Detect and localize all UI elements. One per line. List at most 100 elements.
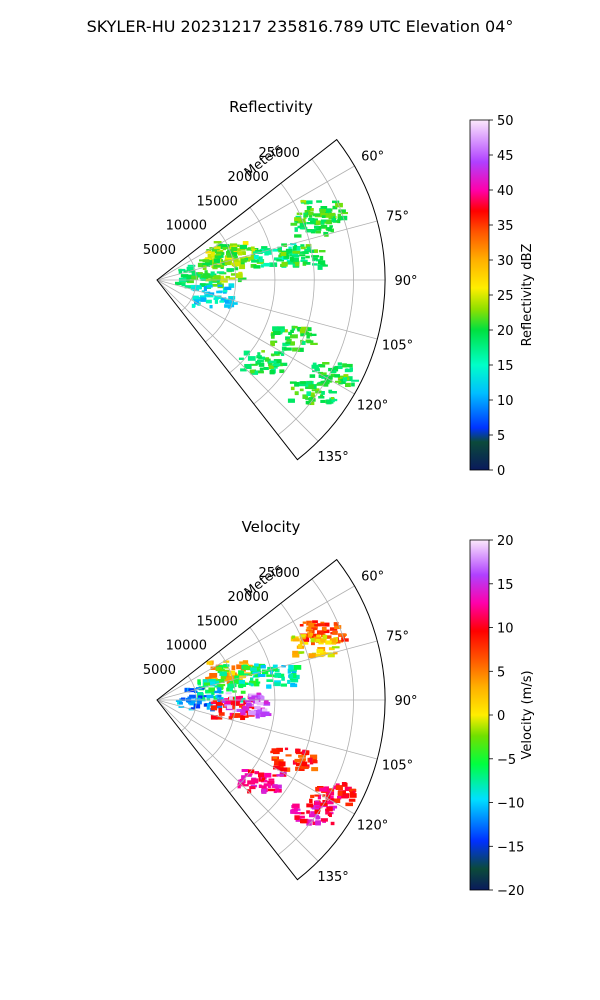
- velocity-echo-pixel: [306, 821, 312, 826]
- velocity-echo-pixel: [273, 667, 278, 672]
- velocity-echo-pixel: [314, 794, 319, 797]
- reflectivity-echo-pixel: [256, 370, 264, 374]
- reflectivity-echo-pixel: [305, 229, 313, 233]
- velocity-echo-pixel: [272, 674, 276, 678]
- figure-title: SKYLER-HU 20231217 235816.789 UTC Elevat…: [87, 17, 514, 36]
- velocity-echo-pixel: [241, 710, 246, 715]
- colorbar-tick-label: −10: [497, 797, 524, 812]
- reflectivity-echo-pixel: [345, 368, 349, 372]
- colorbar-gradient: [469, 539, 490, 891]
- reflectivity-echo-pixel: [334, 374, 341, 378]
- velocity-echo-pixel: [310, 637, 315, 643]
- angle-tick-label: 90°: [394, 694, 417, 709]
- velocity-echo-pixel: [314, 801, 322, 806]
- velocity-echo-pixel: [325, 810, 330, 815]
- reflectivity-echo-pixel: [305, 331, 310, 335]
- velocity-echo-pixel: [254, 674, 260, 678]
- reflectivity-echo-pixel: [235, 273, 243, 279]
- velocity-echo-pixel: [238, 695, 244, 699]
- reflectivity-echo-pixel: [224, 262, 231, 266]
- colorbar-tick-label: 25: [497, 289, 514, 304]
- velocity-echo-pixel: [276, 747, 283, 752]
- velocity-echo-pixel: [298, 651, 305, 654]
- reflectivity-echo-pixel: [286, 248, 293, 254]
- reflectivity-echo-pixel: [314, 388, 320, 391]
- velocity-echo-pixel: [289, 673, 294, 679]
- velocity-echo-pixel: [210, 715, 218, 720]
- velocity-echo-pixel: [290, 678, 299, 683]
- velocity-echo-pixel: [295, 766, 299, 771]
- velocity-echo-pixel: [344, 786, 352, 791]
- velocity-echo-pixel: [308, 626, 316, 629]
- reflectivity-echo-pixel: [292, 250, 300, 254]
- velocity-echo-pixel: [333, 785, 337, 790]
- reflectivity-echo-pixel: [312, 263, 318, 266]
- reflectivity-echo-pixel: [226, 251, 230, 256]
- velocity-echo-pixel: [291, 673, 297, 679]
- velocity-echo-pixel: [232, 701, 240, 706]
- reflectivity-echo-pixel: [204, 260, 213, 266]
- reflectivity-echo-pixel: [207, 292, 215, 296]
- reflectivity-echo-pixel: [318, 396, 325, 399]
- reflectivity-echo-pixel: [308, 384, 315, 390]
- reflectivity-echo-pixel: [268, 362, 273, 367]
- reflectivity-echo-pixel: [311, 389, 316, 392]
- reflectivity-echo-pixel: [297, 347, 304, 352]
- reflectivity-echo-pixel: [209, 255, 217, 258]
- reflectivity-echo-pixel: [217, 243, 223, 246]
- reflectivity-echo-pixel: [292, 325, 298, 329]
- reflectivity-echo-pixel: [320, 264, 328, 267]
- colorbar-tick-label: 20: [497, 534, 514, 549]
- reflectivity-echo-pixel: [250, 246, 255, 251]
- velocity-echo-pixel: [329, 638, 337, 643]
- reflectivity-echo-pixel: [294, 217, 302, 222]
- reflectivity-echo-pixel: [309, 374, 316, 378]
- reflectivity-echo-pixel: [305, 384, 309, 390]
- velocity-echo-pixel: [242, 673, 251, 676]
- colorbar-tick-label: 20: [497, 324, 514, 339]
- reflectivity-echo-pixel: [211, 248, 220, 254]
- reflectivity-echo-pixel: [237, 251, 243, 256]
- reflectivity-echo-pixel: [210, 271, 215, 276]
- velocity-echo-pixel: [301, 766, 309, 770]
- reflectivity-echo-pixel: [324, 377, 331, 383]
- velocity-echo-pixel: [244, 700, 252, 703]
- velocity-echo-pixel: [311, 760, 318, 764]
- velocity-echo-pixel: [250, 667, 257, 671]
- velocity-echo-pixel: [238, 683, 244, 689]
- reflectivity-echo-pixel: [209, 305, 213, 309]
- velocity-echo-pixel: [274, 680, 281, 684]
- reflectivity-echo-pixel: [244, 364, 252, 369]
- velocity-echo-pixel: [231, 713, 239, 717]
- reflectivity-echo-pixel: [280, 328, 285, 333]
- reflectivity-echo-pixel: [316, 200, 322, 203]
- velocity-echo-pixel: [333, 651, 338, 655]
- reflectivity-echo-pixel: [300, 259, 308, 262]
- reflectivity-echo-pixel: [321, 374, 330, 378]
- colorbar-tick-label: 10: [497, 622, 514, 637]
- reflectivity-echo-pixel: [224, 299, 231, 304]
- velocity-echo-pixel: [284, 747, 289, 751]
- reflectivity-echo-pixel: [247, 356, 256, 361]
- reflectivity-echo-pixel: [272, 363, 281, 366]
- velocity-echo-pixel: [188, 702, 195, 705]
- reflectivity-echo-pixel: [279, 369, 285, 374]
- velocity-echo-pixel: [306, 626, 312, 630]
- reflectivity-echo-pixel: [290, 334, 298, 339]
- reflectivity-echo-pixel: [197, 272, 203, 275]
- velocity-echo-pixel: [314, 810, 321, 814]
- velocity-echo-pixel: [310, 754, 318, 760]
- reflectivity-echo-pixel: [345, 377, 350, 381]
- velocity-echo-pixel: [179, 701, 183, 705]
- reflectivity-echo-pixel: [330, 397, 335, 400]
- velocity-colorbar: −20 −15 −10 −5 0 5 10 15 20 Velocity (m/s): [469, 534, 535, 899]
- velocity-echo-pixel: [341, 782, 347, 786]
- reflectivity-echo-pixel: [215, 252, 222, 256]
- radial-tick-label: 20000: [228, 590, 269, 605]
- velocity-echo-data: [175, 620, 357, 826]
- range-ring: [229, 627, 276, 794]
- velocity-echo-pixel: [224, 669, 230, 673]
- reflectivity-echo-region: [287, 380, 338, 406]
- reflectivity-echo-pixel: [194, 285, 202, 288]
- reflectivity-echo-pixel: [213, 246, 221, 250]
